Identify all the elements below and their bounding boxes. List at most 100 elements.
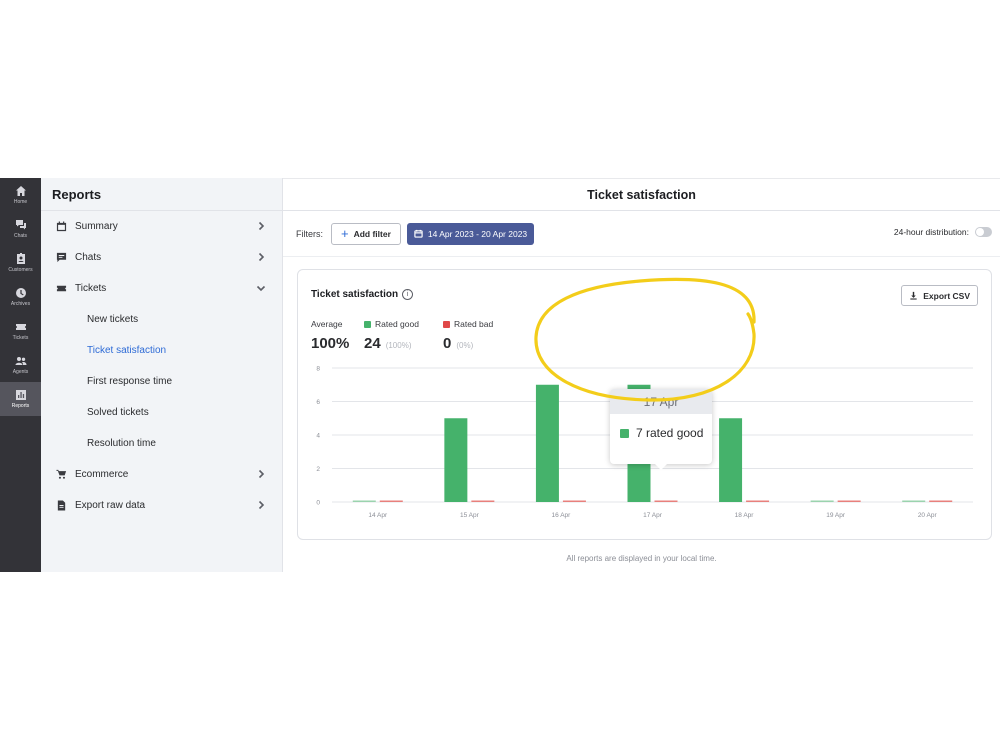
filters-bar: Filters: + Add filter 14 Apr 2023 - 20 A… (283, 211, 1000, 257)
date-range-label: 14 Apr 2023 - 20 Apr 2023 (427, 228, 528, 239)
sidebar-subitem-first-response-time[interactable]: First response time (87, 376, 173, 387)
x-tick-label: 14 Apr (368, 512, 388, 519)
rail-item-tickets[interactable]: Tickets (0, 314, 41, 348)
satisfaction-card: Ticket satisfaction i Export CSV Average… (297, 269, 992, 540)
rail-item-label: Chats (13, 233, 28, 239)
y-tick-label: 2 (316, 466, 320, 473)
plus-icon: + (341, 226, 349, 241)
page-title: Ticket satisfaction (283, 178, 1000, 211)
tooltip-body: 7 rated good (610, 426, 712, 440)
local-time-footnote: All reports are displayed in your local … (566, 554, 717, 563)
card-title: Ticket satisfaction i (311, 289, 414, 300)
chat-icon (56, 252, 66, 263)
main-content: Ticket satisfaction Filters: + Add filte… (283, 178, 1000, 572)
bar-rated-good (535, 384, 559, 502)
date-range-filter[interactable]: 14 Apr 2023 - 20 Apr 2023 (406, 222, 535, 245)
bar-rated-good (444, 418, 468, 502)
chevron-right-icon (256, 252, 266, 262)
sidebar-item-label: Chats (75, 252, 102, 263)
stat-value: 24 (364, 335, 381, 352)
chart-tooltip: 17 Apr 7 rated good (610, 389, 712, 470)
good-swatch (364, 320, 371, 328)
chevron-right-icon (256, 221, 266, 231)
sidebar-item-export-raw-data[interactable]: Export raw data (41, 490, 282, 521)
tooltip-date: 17 Apr (610, 389, 712, 414)
sidebar-subitem-new-tickets[interactable]: New tickets (87, 314, 139, 325)
export-csv-button[interactable]: Export CSV (901, 285, 978, 306)
bad-swatch (443, 320, 450, 328)
x-tick-label: 17 Apr (643, 512, 663, 519)
sidebar-nav: Summary Chats Tickets New tickets Ticket sat… (41, 211, 282, 521)
bar-rated-bad (654, 500, 678, 502)
stat-percent: (100%) (385, 341, 412, 350)
download-icon (910, 291, 917, 300)
rail-item-label: Reports (11, 403, 30, 409)
icon-rail: Home Chats Customers Archives Tickets Agents R… (0, 178, 41, 572)
sidebar-subitem-ticket-satisfaction[interactable]: Ticket satisfaction (87, 345, 167, 356)
filters-label: Filters: (296, 228, 323, 239)
rail-item-label: Home (13, 199, 28, 205)
calendar-icon (414, 229, 423, 238)
y-tick-label: 6 (316, 399, 320, 406)
chevron-right-icon (256, 469, 266, 479)
rail-item-archives[interactable]: Archives (0, 280, 41, 314)
reports-sidebar: Reports Summary Chats Tickets New tickets Ti… (41, 178, 283, 572)
rail-item-agents[interactable]: Agents (0, 348, 41, 382)
sidebar-item-ecommerce[interactable]: Ecommerce (41, 459, 282, 490)
distribution-setting: 24-hour distribution: (894, 227, 992, 237)
sidebar-title: Reports (41, 178, 282, 211)
calendar-icon (56, 221, 66, 232)
bar-rated-bad (837, 500, 861, 502)
add-filter-label: Add filter (353, 228, 391, 239)
sidebar-item-label: Ecommerce (75, 469, 129, 480)
tooltip-arrow (655, 464, 667, 470)
document-icon (57, 500, 65, 511)
bar-rated-good (719, 418, 743, 502)
bar-rated-bad (471, 500, 495, 502)
add-filter-button[interactable]: + Add filter (331, 222, 401, 245)
sidebar-item-chats[interactable]: Chats (41, 242, 282, 273)
bar-rated-bad (929, 500, 953, 502)
rail-item-label: Archives (10, 301, 31, 307)
clock-icon (15, 288, 26, 298)
info-icon[interactable]: i (402, 289, 414, 300)
chat-bubbles-icon (15, 220, 26, 230)
stat-value: 100% (311, 335, 350, 352)
rail-item-home[interactable]: Home (0, 178, 41, 212)
rail-item-customers[interactable]: Customers (0, 246, 41, 280)
y-tick-label: 4 (316, 433, 320, 440)
sidebar-item-label: Tickets (75, 283, 107, 294)
sidebar-item-summary[interactable]: Summary (41, 211, 282, 242)
app-window: Home Chats Customers Archives Tickets Agents R… (0, 178, 1000, 572)
y-tick-label: 8 (316, 366, 320, 373)
stat-rated-bad: Rated bad 0 (0%) (443, 319, 493, 352)
x-tick-label: 19 Apr (826, 512, 846, 519)
rail-item-reports[interactable]: Reports (0, 382, 41, 416)
ticket-icon (56, 285, 66, 292)
bar-rated-bad (746, 500, 770, 502)
sidebar-subitem-resolution-time[interactable]: Resolution time (87, 438, 156, 449)
bar-chart-icon (15, 390, 26, 400)
y-tick-label: 0 (316, 500, 320, 507)
x-tick-label: 18 Apr (735, 512, 755, 519)
people-icon (15, 357, 26, 365)
stat-percent: (0%) (456, 341, 474, 350)
export-csv-label: Export CSV (923, 290, 970, 301)
rail-item-label: Tickets (12, 335, 29, 341)
distribution-toggle[interactable] (975, 227, 992, 237)
sidebar-subitem-solved-tickets[interactable]: Solved tickets (87, 407, 149, 418)
x-tick-label: 16 Apr (552, 512, 572, 519)
sidebar-item-tickets[interactable]: Tickets (41, 273, 282, 304)
stat-label: Average (311, 319, 343, 329)
rail-item-chats[interactable]: Chats (0, 212, 41, 246)
cart-icon (55, 469, 66, 479)
bar-rated-bad (562, 500, 586, 502)
stat-label: Rated good (375, 319, 419, 329)
stat-rated-good: Rated good 24 (100%) (364, 319, 419, 352)
tooltip-text: 7 rated good (636, 426, 704, 440)
distribution-label: 24-hour distribution: (893, 227, 969, 237)
home-icon (15, 186, 26, 196)
rail-item-label: Customers (8, 267, 33, 273)
stat-value: 0 (443, 335, 452, 352)
sidebar-item-label: Summary (75, 221, 118, 232)
